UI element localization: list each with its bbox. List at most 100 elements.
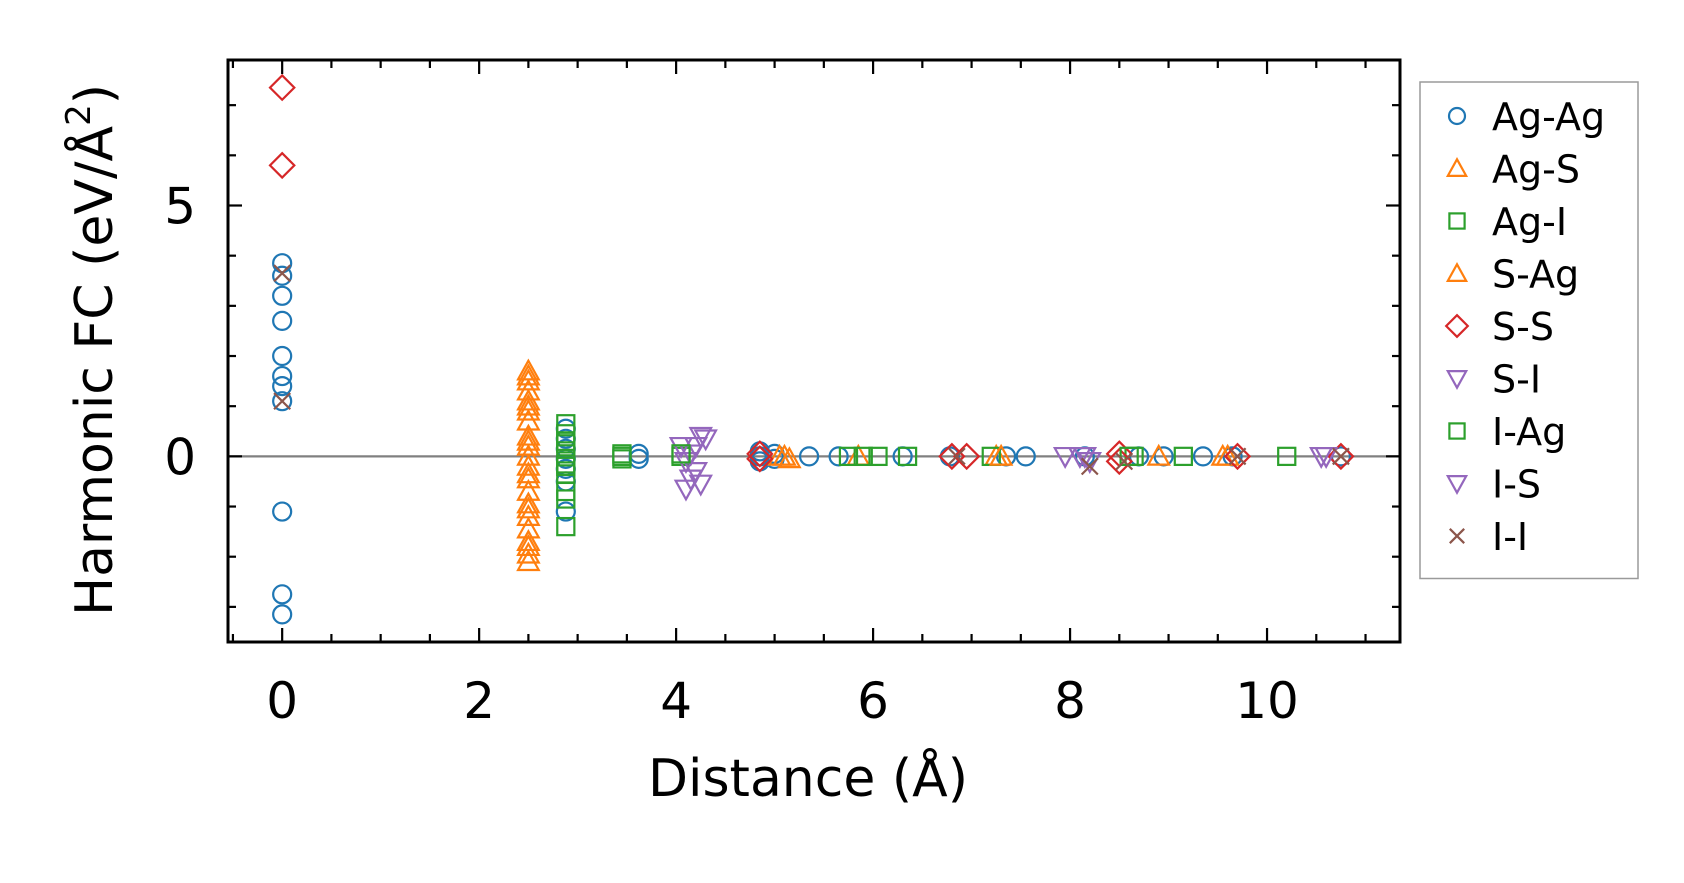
data-point-S-Ag [772,443,797,466]
legend-label: S-Ag [1492,253,1579,297]
data-point-Ag-Ag [272,501,293,522]
legend-marker-S-S [1444,313,1470,339]
data-point-Ag-Ag [272,376,293,397]
series-S-Ag [516,363,1240,557]
legend-item: S-Ag [1445,253,1579,297]
data-point-Ag-I [1173,446,1193,467]
data-point-Ag-S [1146,443,1171,466]
legend-item: Ag-S [1445,148,1580,192]
data-point-Ag-S [516,541,541,564]
legend-item: I-Ag [1448,410,1566,454]
legend-label: I-S [1492,463,1541,507]
data-point-Ag-S [516,503,541,526]
legend-label: S-S [1492,305,1554,349]
legend-label: Ag-Ag [1492,95,1605,139]
x-tick-label: 6 [857,672,889,730]
data-point-I-I [1332,447,1350,466]
data-point-I-Ag [556,489,576,509]
plot-frame [226,58,1402,644]
data-point-I-S [693,429,718,452]
legend-marker-I-S [1445,475,1469,495]
x-tick-label: 8 [1054,672,1086,730]
y-axis: 05 [164,104,1400,608]
legend-marker-I-Ag [1448,422,1466,440]
data-point-Ag-I [1277,446,1297,467]
series-S-S [268,73,1355,476]
legend-item: Ag-Ag [1447,95,1605,139]
data-point-S-S [1223,442,1252,471]
data-point-Ag-S [516,491,541,514]
series-Ag-I [556,414,1297,537]
data-point-Ag-Ag [798,446,820,467]
data-point-Ag-Ag [272,391,293,412]
legend-marker-Ag-S [1445,157,1469,177]
legend-box [1419,81,1639,580]
data-point-Ag-S [516,398,541,421]
data-point-S-S [268,73,296,102]
legend-marker-I-I [1449,528,1465,544]
data-point-Ag-Ag [272,265,293,286]
data-point-I-S [1313,446,1339,469]
data-point-Ag-Ag [272,604,293,625]
data-point-I-S [1072,446,1098,469]
legend-label: S-I [1492,358,1541,402]
legend-item: I-S [1445,463,1541,507]
data-point-Ag-Ag [272,365,293,387]
data-point-Ag-I [868,446,888,467]
data-point-Ag-Ag [272,285,293,306]
x-axis: 0 2 4 6 8 10 [231,60,1367,730]
legend-item: Ag-I [1448,200,1567,244]
data-point-Ag-Ag [1015,446,1036,467]
data-point-I-S [678,469,704,492]
data-point-S-Ag [516,534,541,557]
y-axis-label-main: Harmonic FC (eV/Å [63,125,125,616]
data-point-Ag-S [516,549,541,572]
data-point-Ag-S [777,446,802,469]
data-point-S-S [1105,447,1134,476]
data-point-Ag-I [556,444,576,464]
data-point-S-Ag [516,363,541,386]
x-tick-label: 0 [266,672,298,730]
legend-item: S-I [1445,358,1541,402]
data-point-I-Ag [853,446,873,467]
data-point-Ag-Ag [555,501,576,522]
data-point-S-S [1105,440,1134,468]
legend-marker-Ag-I [1448,212,1466,230]
data-point-I-I [1080,457,1099,476]
data-point-Ag-I [897,446,918,467]
data-point-S-S [952,442,981,471]
data-point-I-I [947,447,966,466]
data-point-Ag-Ag [828,446,849,467]
series-I-I [273,264,1350,476]
data-point-I-I [273,392,292,411]
y-axis-label-superscript: 2 [59,104,99,126]
x-tick-label: 2 [463,672,495,730]
data-point-Ag-I [838,446,859,467]
legend-label: I-Ag [1492,410,1566,454]
series-I-Ag [556,431,1139,509]
data-point-S-Ag [516,496,541,519]
legend-marker-S-I [1445,370,1469,390]
y-axis-label-close: ) [65,84,125,104]
data-point-S-S [1327,442,1355,471]
data-point-S-Ag [516,428,541,451]
data-point-I-I [273,264,292,283]
legend: Ag-Ag Ag-S Ag-I S-Ag S-S S-I I-Ag I-S I-I [1419,81,1639,580]
legend-marker-S-Ag [1445,262,1469,282]
data-point-Ag-Ag [272,584,293,605]
y-axis-label: Harmonic FC (eV/Å2) [59,84,125,616]
data-point-I-Ag [556,456,576,477]
data-point-Ag-S [516,466,541,489]
data-point-Ag-Ag [1192,446,1214,467]
data-point-S-S [746,440,774,468]
y-tick-label: 0 [164,428,196,486]
data-point-I-Ag [671,444,691,464]
data-point-Ag-S [516,453,541,476]
data-point-I-Ag [556,431,576,451]
legend-label: I-I [1492,515,1528,559]
legend-item: I-I [1449,515,1528,559]
legend-label: Ag-I [1492,200,1567,244]
data-point-I-I [1228,447,1247,466]
series-Ag-Ag [272,253,1352,625]
data-point-S-Ag [988,443,1014,466]
